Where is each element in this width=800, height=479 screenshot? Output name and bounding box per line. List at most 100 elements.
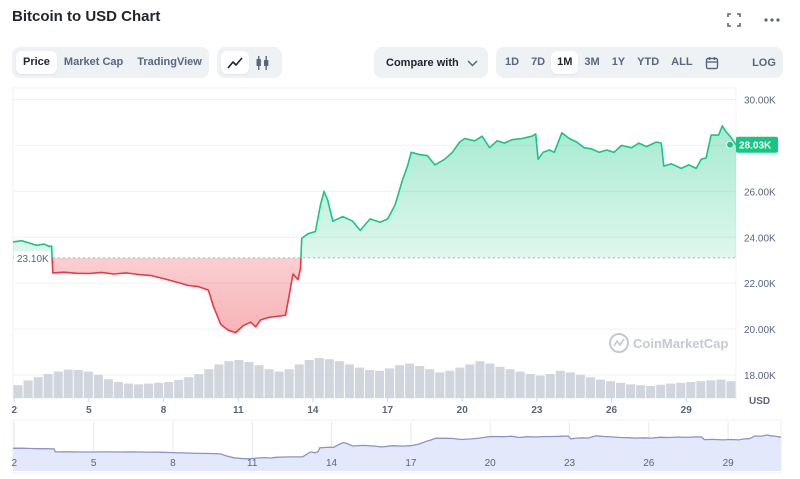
price-area-up bbox=[13, 125, 736, 258]
volume-bar bbox=[224, 361, 234, 398]
chevron-down-icon bbox=[467, 54, 478, 72]
x-tick-label: 20 bbox=[457, 405, 469, 416]
volume-bar bbox=[676, 382, 686, 398]
navigator-area bbox=[13, 435, 781, 471]
chart-type-switcher bbox=[217, 47, 282, 78]
volume-bar bbox=[465, 364, 475, 398]
tab-tradingview[interactable]: TradingView bbox=[137, 56, 202, 68]
navigator-tick-label: 17 bbox=[405, 458, 417, 469]
volume-bar bbox=[23, 380, 33, 398]
volume-bar bbox=[43, 374, 53, 398]
currency-label: USD bbox=[749, 396, 770, 407]
x-tick-label: 26 bbox=[606, 405, 618, 416]
volume-bar bbox=[375, 370, 385, 398]
log-scale-button[interactable]: LOG bbox=[745, 47, 783, 78]
range-navigator[interactable]: 2 5 8 11 14 17 20 23 26 29 bbox=[12, 422, 782, 471]
volume-bar bbox=[164, 382, 174, 398]
calendar-icon[interactable] bbox=[699, 51, 725, 74]
time-range-switcher: 1D 7D 1M 3M 1Y YTD ALL bbox=[496, 47, 783, 78]
tab-price[interactable]: Price bbox=[16, 51, 57, 74]
volume-bar bbox=[204, 369, 214, 398]
volume-bar bbox=[33, 377, 43, 398]
navigator-tick-label: 20 bbox=[485, 458, 497, 469]
range-1m[interactable]: 1M bbox=[551, 51, 579, 74]
x-tick-label: 17 bbox=[382, 405, 394, 416]
range-ytd[interactable]: YTD bbox=[637, 56, 660, 68]
x-axis: 2 5 8 11 14 17 20 23 26 29 bbox=[11, 398, 692, 416]
fullscreen-icon[interactable] bbox=[726, 12, 742, 28]
volume-bar bbox=[505, 369, 515, 398]
volume-bar bbox=[575, 374, 585, 398]
tab-market-cap[interactable]: Market Cap bbox=[63, 56, 124, 68]
range-all[interactable]: ALL bbox=[671, 56, 693, 68]
range-3m[interactable]: 3M bbox=[584, 56, 600, 68]
navigator-tick-label: 14 bbox=[326, 458, 338, 469]
baseline-label-bg bbox=[14, 250, 50, 265]
volume-bar bbox=[525, 374, 535, 398]
y-tick-label: 30.00K bbox=[744, 95, 776, 106]
navigator-tick-label: 8 bbox=[170, 458, 176, 469]
volume-bar bbox=[284, 369, 294, 398]
volume-bar bbox=[585, 377, 595, 398]
volume-bar bbox=[304, 360, 314, 398]
volume-bar bbox=[254, 365, 264, 398]
volume-bar bbox=[264, 369, 274, 398]
y-tick-label: 24.00K bbox=[744, 233, 776, 244]
price-line-down bbox=[51, 257, 302, 334]
volume-bar bbox=[445, 370, 455, 398]
current-price-badge bbox=[736, 136, 778, 153]
volume-bar bbox=[545, 374, 555, 398]
volume-bar bbox=[294, 364, 304, 398]
volume-bar bbox=[83, 371, 93, 398]
volume-bar bbox=[93, 374, 103, 398]
current-price-label: 28.03K bbox=[739, 141, 772, 152]
x-tick-label: 29 bbox=[681, 405, 693, 416]
volume-bar bbox=[636, 385, 646, 398]
volume-bar bbox=[364, 370, 374, 398]
volume-bar bbox=[565, 372, 575, 398]
volume-bar bbox=[174, 380, 184, 398]
compare-with-dropdown[interactable]: Compare with bbox=[374, 47, 488, 78]
volume-bar bbox=[324, 359, 334, 398]
volume-bar bbox=[244, 362, 254, 398]
volume-bar bbox=[515, 371, 525, 398]
watermark-text: CoinMarketCap bbox=[633, 336, 728, 351]
candlestick-icon[interactable] bbox=[249, 51, 277, 74]
navigator-line bbox=[12, 434, 782, 460]
volume-bar bbox=[334, 361, 344, 398]
volume-bar bbox=[354, 367, 364, 398]
volume-bar bbox=[385, 368, 395, 398]
volume-bar bbox=[103, 379, 113, 398]
price-line-up bbox=[12, 125, 737, 258]
volume-bar bbox=[234, 360, 244, 398]
view-switcher: Price Market Cap TradingView bbox=[12, 47, 209, 78]
baseline-label: 23.10K bbox=[17, 254, 49, 265]
navigator-tick-label: 2 bbox=[12, 458, 18, 469]
y-tick-label: 26.00K bbox=[744, 187, 776, 198]
volume-bar bbox=[73, 370, 83, 398]
volume-bar bbox=[425, 369, 435, 398]
x-tick-label: 14 bbox=[307, 405, 319, 416]
volume-bar bbox=[435, 372, 445, 398]
y-tick-label: 18.00K bbox=[744, 371, 776, 382]
volume-bar bbox=[344, 364, 354, 398]
volume-bar bbox=[314, 358, 324, 398]
more-horizontal-icon[interactable] bbox=[764, 12, 780, 28]
line-chart-icon[interactable] bbox=[221, 51, 249, 74]
volume-bar bbox=[154, 382, 164, 398]
x-tick-label: 23 bbox=[531, 405, 543, 416]
volume-bar bbox=[194, 374, 204, 398]
volume-bar bbox=[696, 381, 706, 398]
volume-bar bbox=[214, 364, 224, 398]
range-1d[interactable]: 1D bbox=[505, 56, 520, 68]
volume-bar bbox=[666, 383, 676, 398]
x-tick-label: 8 bbox=[161, 405, 167, 416]
volume-bar bbox=[274, 371, 284, 398]
volume-bar bbox=[605, 381, 615, 398]
range-1y[interactable]: 1Y bbox=[611, 56, 626, 68]
volume-bar bbox=[113, 382, 123, 398]
volume-bar bbox=[475, 361, 485, 398]
volume-bar bbox=[485, 363, 495, 398]
range-7d[interactable]: 7D bbox=[531, 56, 546, 68]
